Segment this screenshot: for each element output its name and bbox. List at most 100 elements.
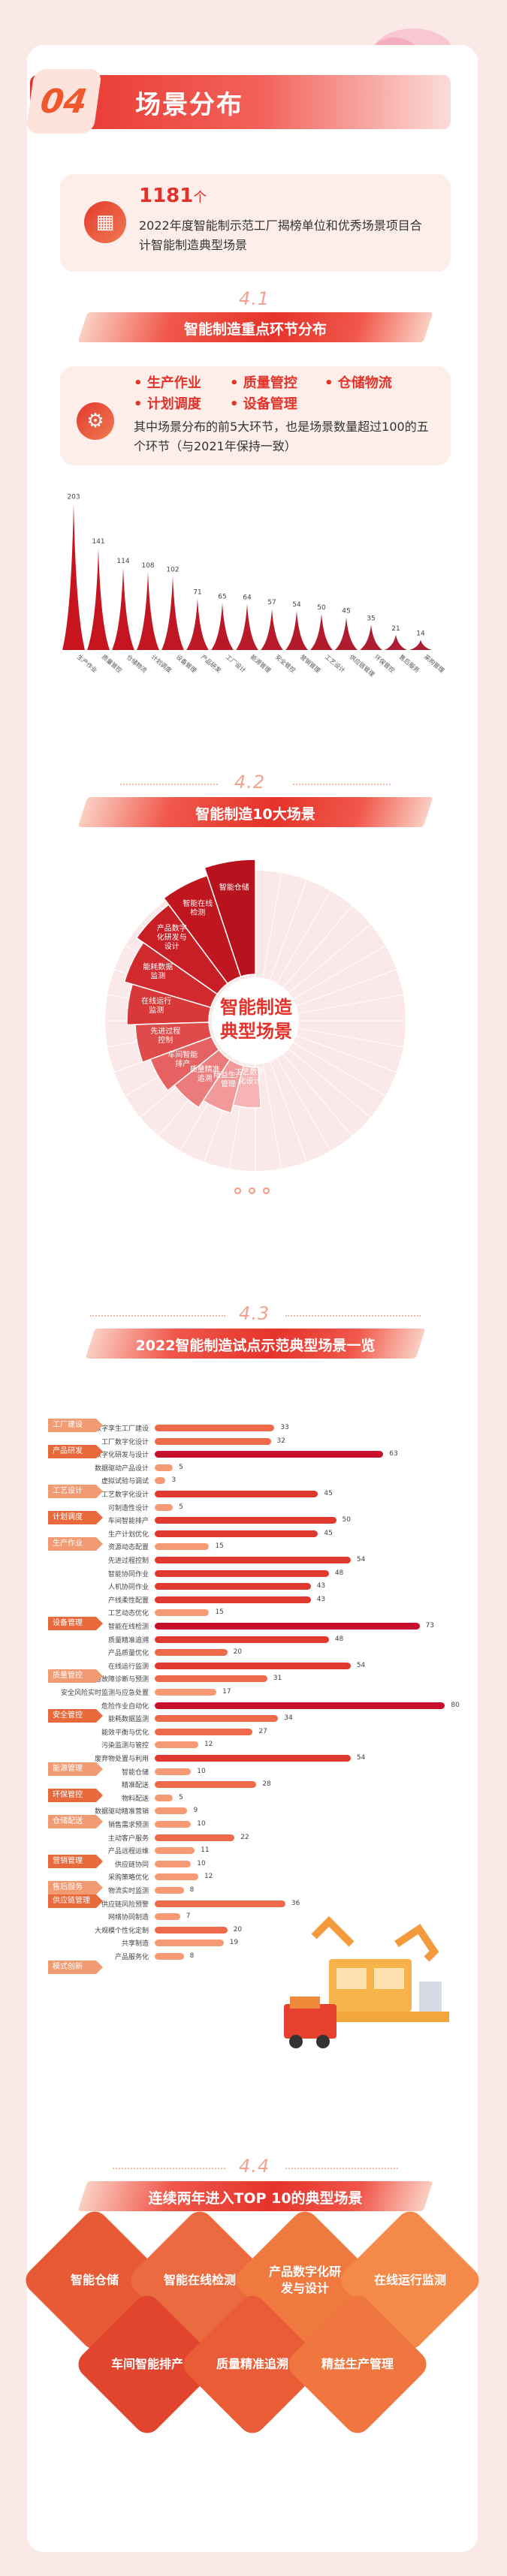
data-label: 20 [233,1648,243,1657]
tick-label: 设备故障诊断与预测 [87,1676,149,1684]
summary-count: 1181个 [139,185,207,207]
pie-slice [204,859,256,978]
tick-label: 工艺数字化设计 [101,1491,149,1499]
data-label: 8 [189,1886,195,1894]
data-label: 12 [204,1741,213,1749]
tick-label: 物料配送 [121,1795,149,1803]
scene-label: 在线运行监测 [373,2273,446,2287]
bar [155,1689,217,1696]
factory-icon: ▦ [84,201,126,243]
summary-text: 2022年度智能制示范工厂揭榜单位和优秀场景项目合计智能制造典型场景 [139,218,422,252]
data-label: 35 [367,615,375,622]
data-label: 54 [356,1661,366,1669]
tick-label: 产品质量优化 [107,1650,149,1658]
data-label: 43 [316,1582,326,1590]
tick-label: 质量精准追溯 [107,1636,149,1645]
bar [155,1953,184,1960]
tick-label: 在线运行监测 [107,1663,149,1671]
stage-item: • 设备管理 [230,396,297,412]
group-label: 能源管理 [48,1762,103,1776]
data-label: 36 [291,1899,300,1907]
group-label: 环保管控 [48,1788,103,1802]
group-label: 计划调度 [48,1511,103,1525]
tick-label: 可制造性设计 [107,1504,149,1512]
bar [155,1425,275,1431]
section-title: 2022智能制造试点示范典型场景一览 [135,1338,376,1354]
tick-label: 大规模个性化定制 [94,1927,149,1935]
tick-label: 供应链风险预警 [101,1900,149,1909]
bar [155,1821,192,1828]
header-bar [30,75,451,129]
divider [285,1315,421,1317]
group-label: 售后服务 [48,1881,103,1894]
bar [155,1728,253,1735]
tick-label: 共享制造 [121,1940,149,1949]
data-label: 9 [193,1807,198,1815]
data-label: 10 [197,1820,206,1828]
data-label: 45 [324,1490,333,1497]
bar [155,1543,210,1551]
tick-label: 主动客户服务 [107,1834,149,1843]
tick-label: 数据驱动精准营销 [94,1808,149,1816]
tick-label: 采购策略优化 [107,1874,149,1882]
data-label: 54 [292,601,301,609]
section-title: 连续两年进入TOP 10的典型场景 [148,2190,363,2207]
data-label: 32 [276,1437,285,1445]
section-number-4-2: 4.2 [234,772,266,793]
pie-slice [202,1058,245,1114]
tick-label: 智能协同作业 [107,1570,149,1578]
group-label: 生产作业 [48,1537,103,1551]
data-label: 45 [342,608,350,615]
bar [211,603,234,650]
group-label: 模式创新 [48,1960,103,1974]
bar [409,639,432,650]
section-number-4-4: 4.4 [239,2156,270,2177]
tick-label: 工厂数字化设计 [101,1438,149,1446]
scene-label: 精益生产管理 [321,2357,394,2371]
group-label: 仓储配送 [48,1815,103,1828]
slice-label: 精益生产管理 [213,1070,243,1088]
scene-label: 车间智能排产 [110,2357,183,2371]
data-label: 114 [116,558,129,565]
slice-label: 智能仓储 [219,882,249,892]
pie-slice [135,904,228,995]
data-label: 19 [229,1939,239,1947]
data-label: 203 [67,493,80,501]
data-label: 28 [262,1780,271,1789]
stage-item: • 计划调度 [134,396,201,412]
slice-label: 工艺数字化设计 [234,1067,264,1086]
data-label: 54 [356,1556,366,1563]
pie-slice [162,874,242,985]
data-label: 27 [258,1727,267,1735]
group-label: 供应链管理 [48,1894,103,1908]
bar [155,1702,445,1709]
data-label: 50 [342,1516,351,1524]
group-label: 质量管控 [48,1669,103,1684]
tick-label: 数据驱动产品设计 [94,1464,149,1473]
data-label: 63 [389,1450,398,1458]
data-label: 108 [141,562,154,570]
pager-dots [234,1183,277,1197]
tick-label: 人机协同作业 [107,1584,149,1592]
data-label: 22 [240,1833,249,1841]
bar [155,1926,228,1934]
bar [155,1623,420,1630]
data-label: 43 [316,1595,326,1603]
data-label: 65 [218,593,226,600]
divider [120,784,218,785]
bar [155,1940,224,1947]
tick-label: 工艺动态优化 [107,1610,149,1618]
bar [186,598,209,650]
bar [236,603,258,650]
tick-label: 精准配送 [121,1782,149,1790]
data-label: 14 [416,630,425,638]
stages-text: 其中场景分布的前5大环节，也是场景数量超过100的五个环节（与2021年保持一致… [134,420,429,453]
bar [335,617,358,650]
bar [87,548,110,650]
tick-label: 销售需求预测 [107,1822,149,1829]
tick-label: 产品服务化 [114,1954,149,1961]
data-label: 57 [267,599,276,606]
bar [155,1530,318,1537]
data-label: 102 [166,567,179,574]
slice-label: 产品数字化研发与设计 [157,923,187,951]
